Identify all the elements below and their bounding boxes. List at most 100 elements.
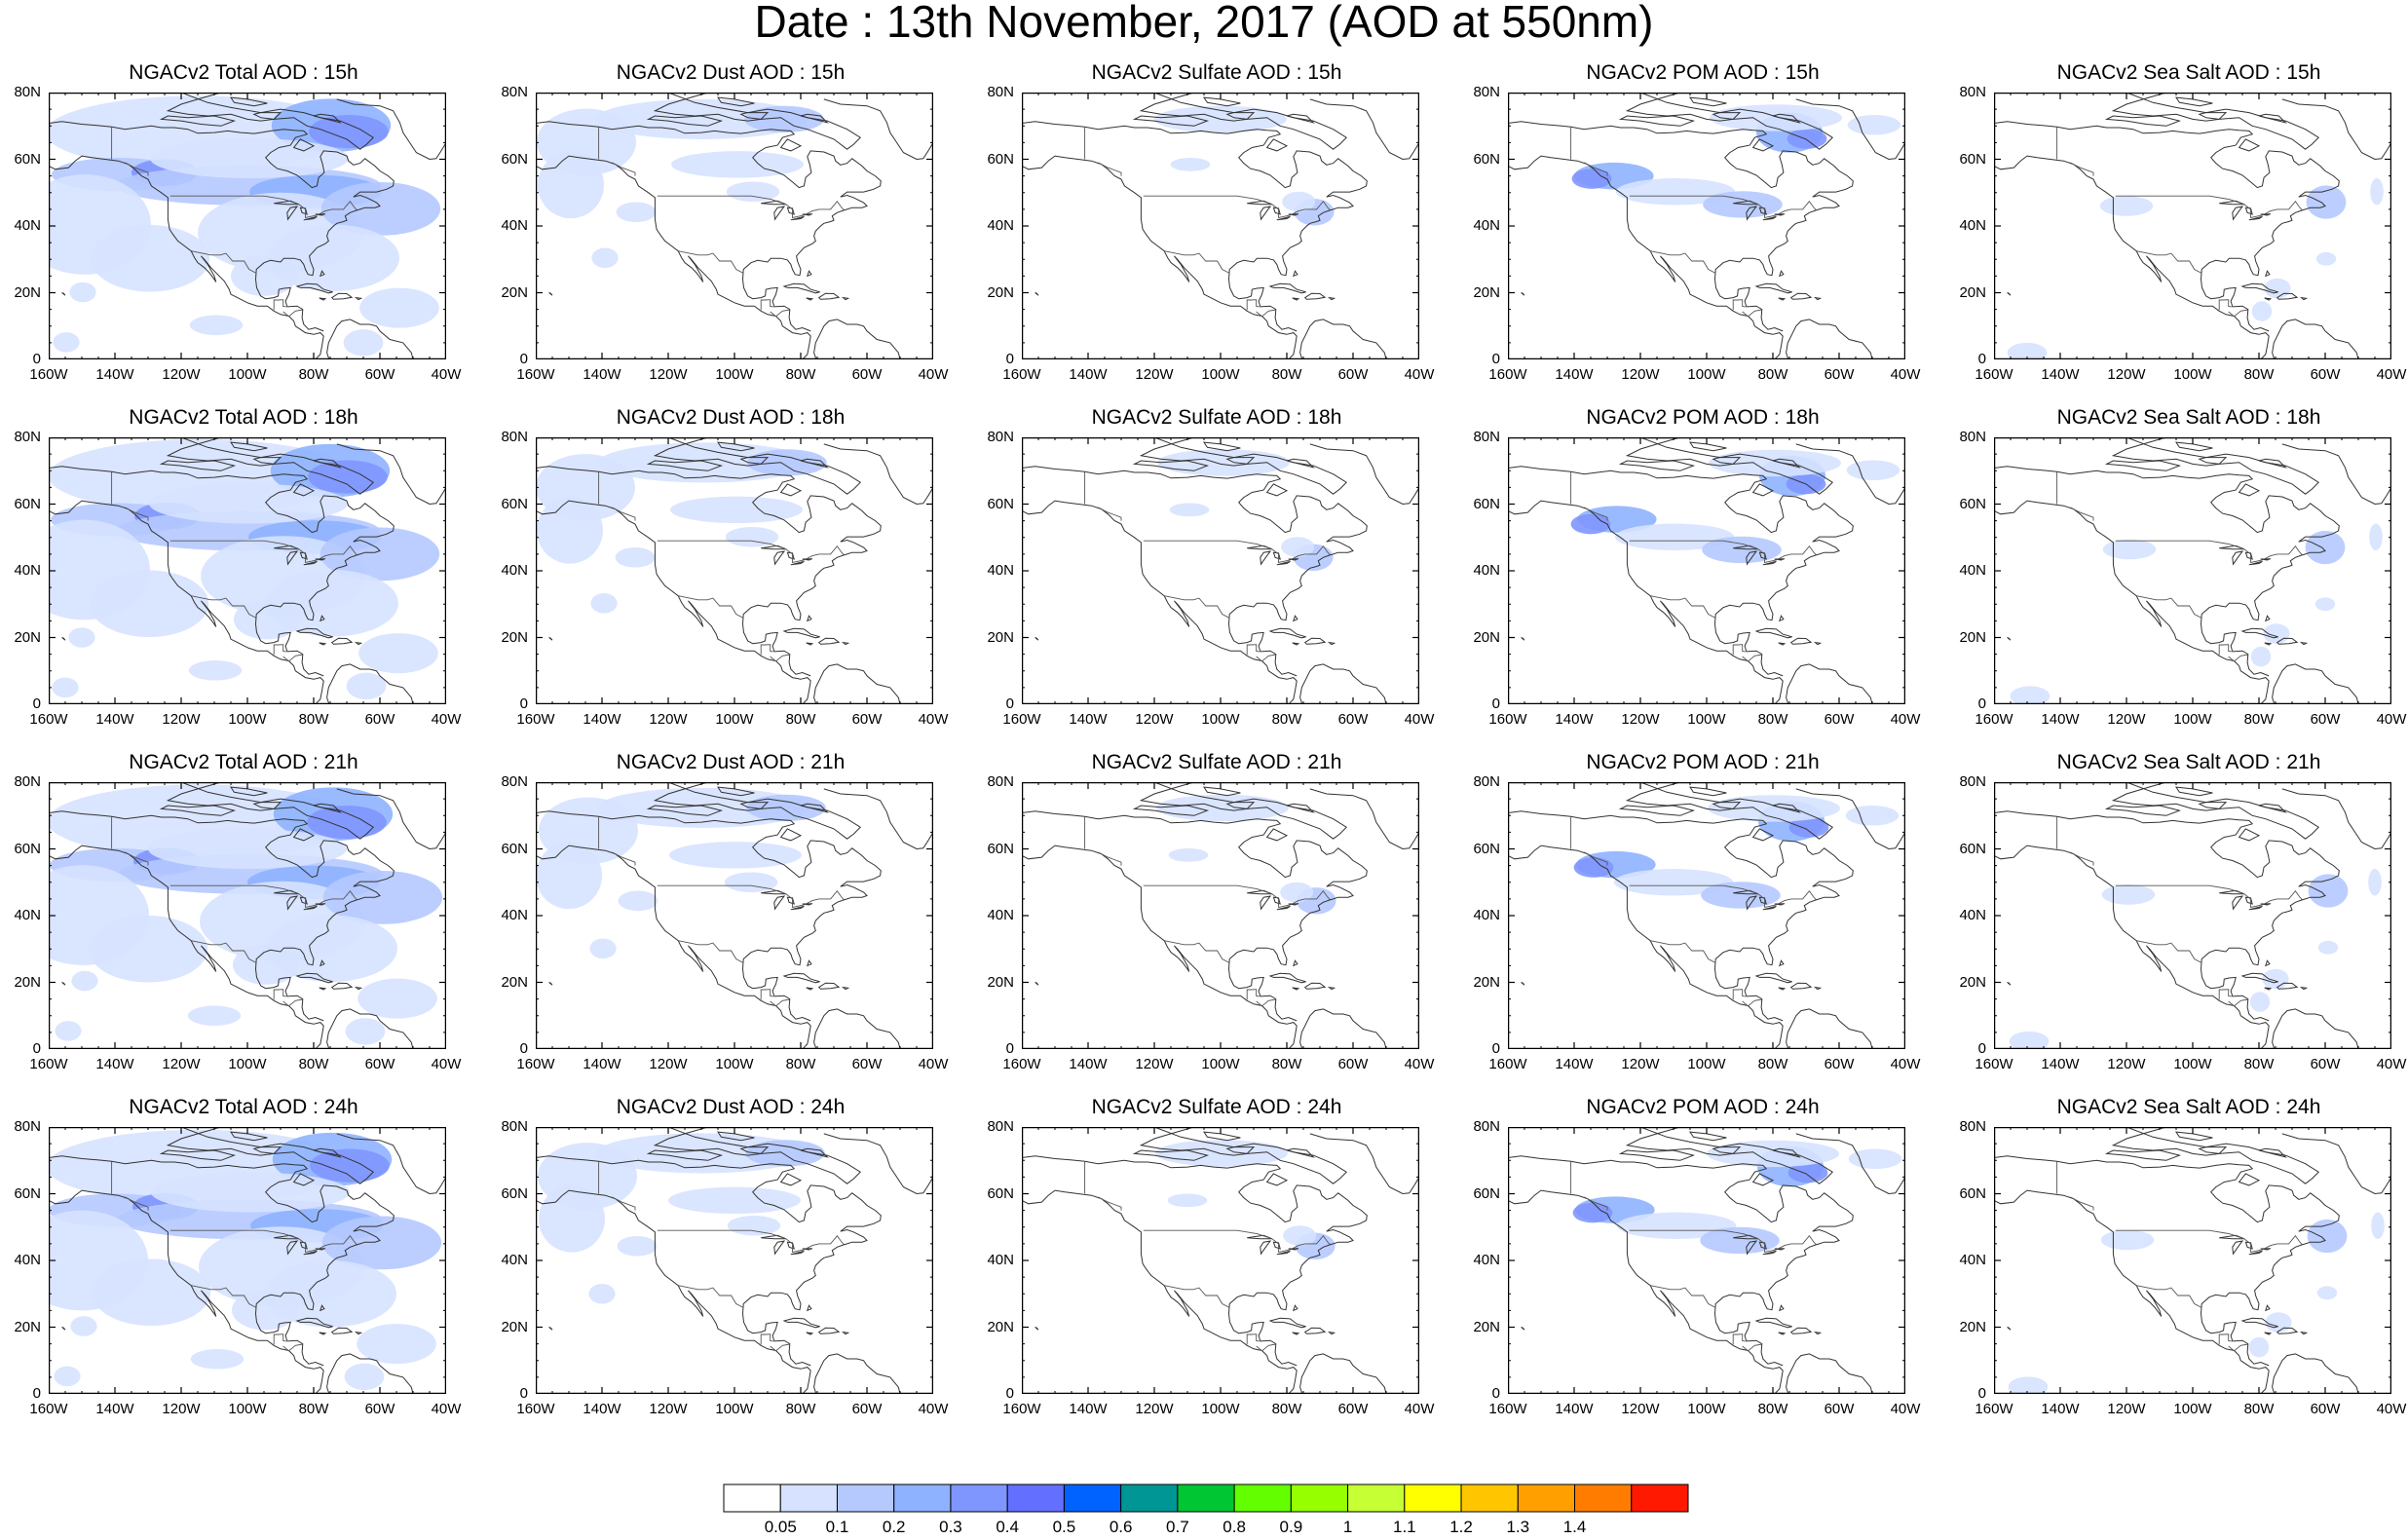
lon-tick-label: 120W	[1621, 1401, 1660, 1417]
lon-tick-label: 120W	[1135, 1401, 1174, 1417]
border-line	[1246, 1333, 1260, 1345]
lat-tick-label: 20N	[501, 283, 528, 301]
border-line	[2136, 1285, 2202, 1308]
coastline	[2104, 805, 2182, 816]
lon-tick-label: 80W	[1271, 1056, 1302, 1072]
coastline	[1265, 138, 1289, 152]
aod-region	[1156, 794, 1289, 822]
coastline	[1035, 637, 1039, 641]
border-line	[2136, 250, 2202, 274]
coastline	[1778, 1332, 1787, 1335]
lat-tick-label: 40N	[501, 217, 528, 234]
coastline	[159, 805, 237, 816]
lon-tick-label: 40W	[431, 366, 462, 383]
border-line	[1246, 989, 1260, 1000]
aod-region	[187, 1005, 242, 1027]
lon-tick-label: 120W	[649, 1401, 688, 1417]
aod-region	[1280, 882, 1314, 903]
aod-region	[1613, 869, 1734, 896]
coastline	[653, 1127, 861, 1184]
lat-tick-label: 20N	[1959, 283, 1986, 301]
coastline	[1265, 1173, 1289, 1186]
border-line	[657, 540, 845, 563]
lon-tick-label: 120W	[1135, 711, 1174, 728]
coastline	[49, 1155, 395, 1367]
coastline	[1994, 810, 2340, 1022]
coastline	[782, 1317, 820, 1329]
aod-region	[745, 1140, 825, 1167]
coastline	[159, 460, 237, 471]
aod-region	[1615, 178, 1736, 206]
coastline	[1272, 207, 1281, 215]
colorbar-box	[1006, 1484, 1065, 1513]
aod-region	[1846, 460, 1900, 481]
border-line	[1732, 1333, 1746, 1345]
coastline	[1292, 1304, 1298, 1312]
lon-tick-label: 160W	[1002, 711, 1041, 728]
lon-tick-label: 140W	[583, 366, 621, 383]
map-panel-pom-21h: NGACv2 POM AOD : 21h 80N 60N 40N 20N 0 160W 140…	[1473, 751, 1920, 1080]
panel-title: NGACv2 Total AOD : 18h	[129, 406, 358, 429]
border-line	[2228, 998, 2248, 1007]
lon-tick-label: 40W	[1404, 1401, 1435, 1417]
coastline	[319, 615, 325, 622]
aod-region	[308, 460, 388, 494]
lon-tick-label: 100W	[715, 711, 754, 728]
border-line	[282, 309, 303, 318]
coastline	[782, 282, 820, 294]
coastline	[1994, 155, 2359, 359]
lat-tick-label: 0	[1491, 1385, 1500, 1402]
coastline	[1746, 1240, 1758, 1256]
coastline	[61, 292, 66, 296]
aod-region	[90, 225, 210, 292]
coastline	[1132, 460, 1210, 471]
coastline	[2248, 1250, 2263, 1256]
coastline	[2264, 270, 2271, 278]
coastline	[2299, 641, 2309, 646]
border-line	[1732, 644, 1746, 656]
lat-tick-label: 80N	[1959, 773, 1986, 790]
aod-region	[536, 842, 602, 910]
aod-region	[2251, 301, 2273, 321]
coastline	[2111, 437, 2319, 495]
aod-region	[1167, 1193, 1208, 1208]
panel-title: NGACv2 Sea Salt AOD : 21h	[2056, 751, 2321, 773]
colorbar-label: 1	[1342, 1518, 1353, 1536]
coastline	[786, 207, 795, 215]
coastline	[2264, 297, 2273, 301]
lon-tick-label: 80W	[298, 711, 329, 728]
lat-tick-label: 40N	[987, 1252, 1014, 1268]
border-line	[1256, 309, 1276, 318]
coastline	[786, 551, 795, 560]
lon-tick-label: 40W	[431, 711, 462, 728]
coastline	[1521, 982, 1525, 986]
aod-region	[1283, 1225, 1317, 1246]
lat-tick-label: 80N	[1959, 1118, 1986, 1135]
lon-tick-label: 160W	[29, 711, 68, 728]
lon-tick-label: 60W	[851, 1401, 883, 1417]
coastline	[159, 1149, 237, 1161]
coastline	[739, 1146, 770, 1154]
lat-tick-label: 80N	[987, 84, 1014, 100]
coastline	[313, 458, 342, 469]
aod-region	[726, 181, 780, 203]
border-line	[1097, 162, 1122, 176]
aod-region	[189, 315, 244, 336]
aod-region	[2007, 342, 2048, 359]
aod-region	[2305, 530, 2346, 565]
panel-title: NGACv2 Dust AOD : 21h	[616, 751, 846, 773]
coastline	[286, 206, 299, 221]
aod-map	[1508, 437, 1905, 704]
coastline	[49, 1189, 414, 1394]
aod-region	[1169, 503, 1210, 517]
coastline	[1689, 441, 1727, 452]
coastline	[2198, 1146, 2228, 1154]
coastline	[2238, 483, 2261, 497]
coastline	[739, 457, 770, 465]
lat-tick-label: 40N	[1959, 562, 1986, 579]
map-panel-dust-24h: NGACv2 Dust AOD : 24h 80N 60N 40N 20N 0 160W 14…	[501, 1096, 948, 1425]
coastline	[1286, 1147, 1315, 1158]
aod-region	[537, 497, 603, 564]
coastline	[1625, 1127, 1833, 1184]
coastline	[1139, 1127, 1347, 1184]
